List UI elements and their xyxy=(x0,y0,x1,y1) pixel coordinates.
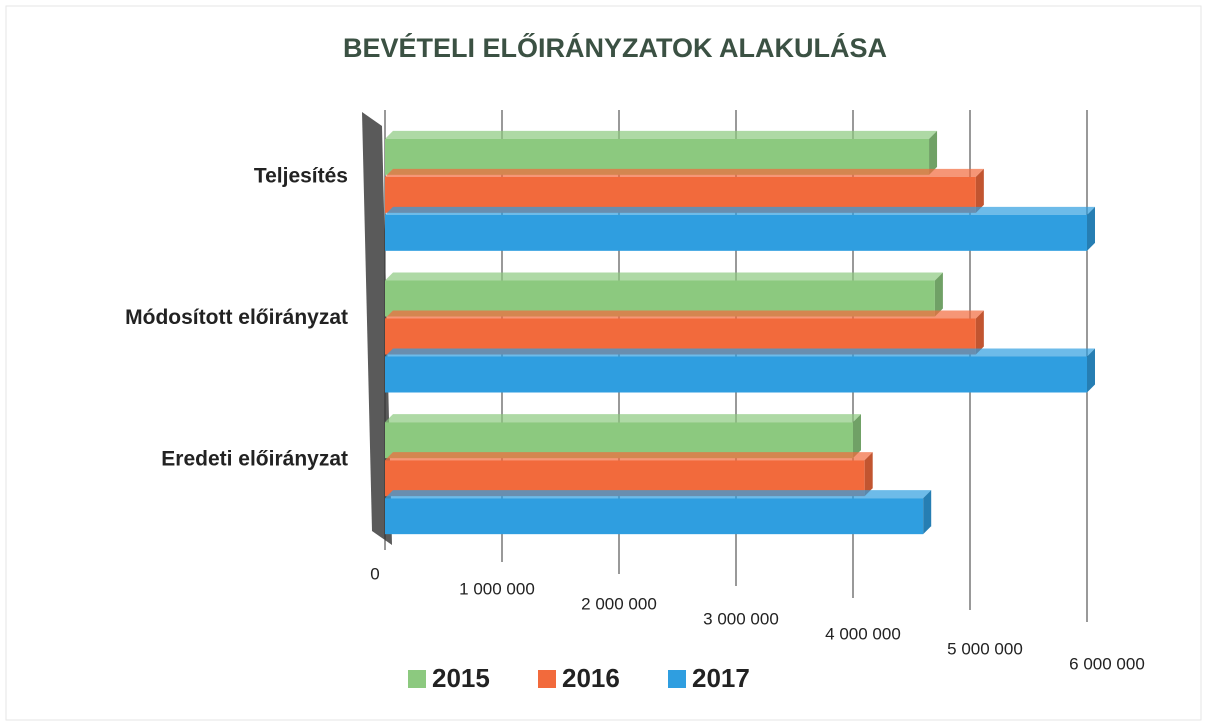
x-tick-label: 0 xyxy=(370,564,379,583)
bar-top xyxy=(385,490,932,499)
bar-top xyxy=(385,168,984,177)
y-tick-label: Teljesítés xyxy=(254,164,348,187)
bar xyxy=(385,214,1087,251)
x-tick-label: 2 000 000 xyxy=(581,594,657,613)
bar-side xyxy=(923,490,932,535)
bar-top xyxy=(385,452,873,461)
bar-side xyxy=(864,452,873,497)
y-tick-label: Módosított előirányzat xyxy=(125,306,348,329)
x-tick-label: 5 000 000 xyxy=(947,639,1023,658)
bar xyxy=(385,356,1087,393)
bar-top xyxy=(385,272,943,281)
bar-top xyxy=(385,348,1095,357)
bar-top xyxy=(385,206,1095,215)
x-tick-label: 3 000 000 xyxy=(703,609,779,628)
chart-title: BEVÉTELI ELŐIRÁNYZATOK ALAKULÁSA xyxy=(343,32,887,63)
bar-side xyxy=(975,168,984,213)
bar-side xyxy=(1087,348,1095,393)
y-tick-label: Eredeti előirányzat xyxy=(161,448,348,471)
x-tick-label: 4 000 000 xyxy=(825,624,901,643)
bar-top xyxy=(385,310,984,319)
bar-side xyxy=(1087,206,1095,251)
bar-side xyxy=(853,414,861,459)
bar-top xyxy=(385,130,938,139)
bar-side xyxy=(934,272,943,317)
legend-label: 2015 xyxy=(432,663,490,693)
bar-top xyxy=(385,414,861,423)
bar-side xyxy=(929,130,938,175)
legend-swatch xyxy=(408,670,426,688)
legend-swatch xyxy=(538,670,556,688)
legend-swatch xyxy=(668,670,686,688)
legend-label: 2017 xyxy=(692,663,750,693)
bar-side xyxy=(975,310,984,355)
legend-label: 2016 xyxy=(562,663,620,693)
bar xyxy=(385,498,924,535)
x-tick-label: 1 000 000 xyxy=(459,579,535,598)
x-tick-label: 6 000 000 xyxy=(1069,654,1145,673)
